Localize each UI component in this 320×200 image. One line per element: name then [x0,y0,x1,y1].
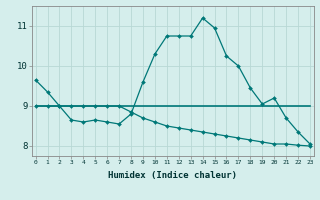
X-axis label: Humidex (Indice chaleur): Humidex (Indice chaleur) [108,171,237,180]
